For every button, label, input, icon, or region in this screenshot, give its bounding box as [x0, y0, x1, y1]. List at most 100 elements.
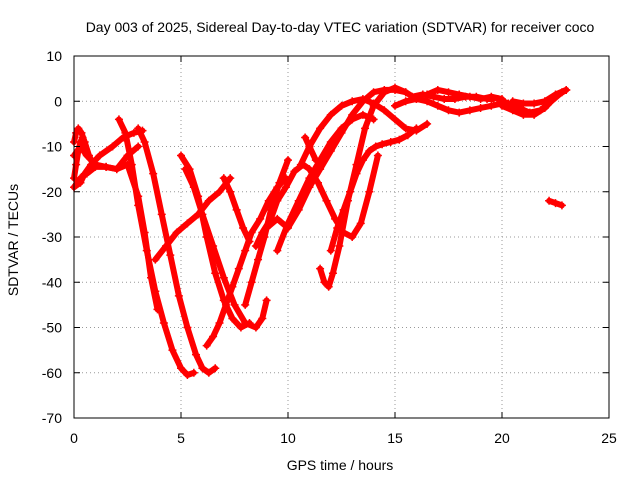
data-point [80, 169, 89, 178]
data-point [149, 169, 158, 178]
data-point [172, 228, 181, 237]
data-point [74, 124, 83, 133]
data-point [369, 88, 378, 97]
data-point [209, 242, 218, 251]
data-point [234, 264, 243, 273]
data-point [335, 242, 344, 251]
x-tick-label: 20 [494, 430, 510, 446]
data-point [455, 90, 464, 99]
data-point [174, 291, 183, 300]
data-point [403, 131, 412, 140]
axis-ticks: 0 5 10 15 20 25 10 0 -10 -20 -30 -40 -50 -60 -70 [42, 48, 617, 446]
data-point [198, 364, 207, 373]
data-point [324, 282, 333, 291]
data-point [230, 300, 239, 309]
data-point [151, 255, 160, 264]
data-point [316, 264, 325, 273]
data-point [487, 92, 496, 101]
data-point [326, 246, 335, 255]
data-point [346, 187, 355, 196]
data-point [358, 94, 367, 103]
y-tick-label: -70 [42, 410, 62, 426]
data-point [74, 147, 83, 156]
series-trace-m [241, 156, 292, 309]
data-point [76, 137, 85, 146]
data-point [296, 160, 305, 169]
data-point [202, 341, 211, 350]
data-point [112, 165, 121, 174]
data-point [162, 242, 171, 251]
data-point [433, 101, 442, 110]
data-point [151, 287, 160, 296]
data-point [127, 160, 136, 169]
data-point [348, 233, 357, 241]
data-point [181, 165, 190, 174]
data-point [273, 196, 282, 205]
data-point [465, 106, 474, 115]
data-point [290, 167, 299, 176]
x-axis-label: GPS time / hours [287, 457, 394, 473]
data-point [262, 223, 271, 232]
data-point [391, 83, 399, 92]
data-point [284, 156, 292, 165]
x-tick-label: 0 [70, 430, 78, 446]
data-point [258, 228, 267, 237]
data-point [358, 156, 367, 165]
data-point [440, 94, 449, 103]
data-point [371, 142, 380, 151]
data-point [239, 223, 248, 232]
data-point [305, 174, 314, 183]
data-point [498, 101, 506, 110]
data-point [247, 228, 256, 237]
data-point [221, 300, 230, 309]
data-point [226, 187, 235, 196]
series-trace-l [219, 174, 254, 246]
data-point [183, 219, 192, 228]
data-point [530, 110, 539, 119]
series-trace-p [273, 110, 378, 255]
data-point [311, 156, 320, 165]
data-point [183, 323, 192, 332]
data-point [373, 151, 382, 160]
data-point [487, 101, 496, 110]
series-trace-t [326, 124, 421, 255]
data-point [365, 147, 374, 156]
data-point [129, 128, 138, 137]
data-point [444, 106, 453, 115]
data-point [258, 314, 267, 323]
data-point [78, 133, 87, 142]
data-point [134, 142, 143, 151]
data-point [114, 115, 123, 124]
data-point [369, 101, 378, 110]
y-tick-label: -60 [42, 365, 62, 381]
y-tick-label: 10 [46, 48, 62, 64]
series-line [274, 111, 377, 254]
series-line [203, 175, 289, 349]
data-point [159, 318, 168, 327]
y-tick-label: -10 [42, 139, 62, 155]
y-tick-label: -30 [42, 229, 62, 245]
data-point [508, 106, 517, 115]
data-point [401, 97, 410, 106]
data-point [380, 88, 389, 97]
data-point [519, 99, 528, 108]
data-point [316, 124, 325, 133]
data-point [84, 151, 93, 160]
data-point [562, 85, 571, 94]
data-point [519, 110, 528, 119]
data-point [204, 196, 213, 205]
data-point [108, 142, 117, 151]
data-point [219, 273, 228, 282]
data-point [551, 90, 560, 99]
data-point [444, 88, 453, 97]
data-point [465, 92, 474, 101]
data-point [134, 201, 143, 210]
data-point [557, 201, 566, 210]
series-trace-f [114, 115, 198, 380]
data-point [142, 246, 151, 255]
data-point [209, 332, 218, 341]
data-point [215, 318, 224, 327]
data-point [320, 278, 329, 287]
data-point [191, 350, 200, 359]
